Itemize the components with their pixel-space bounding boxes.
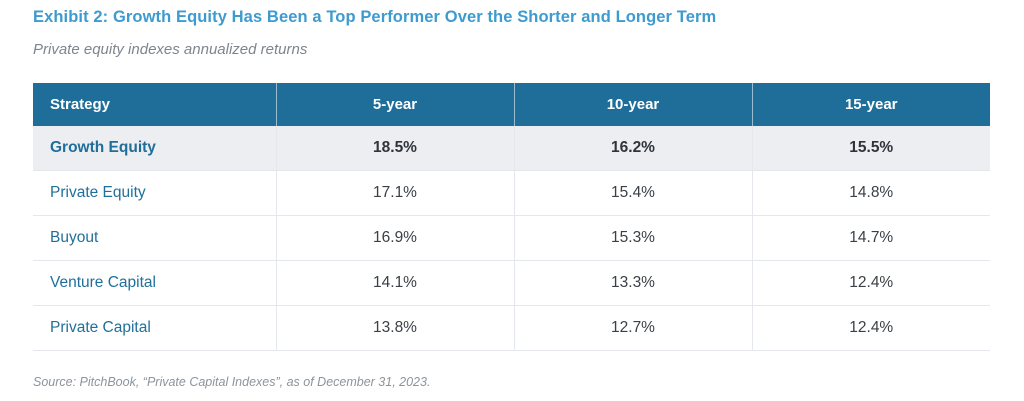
table-row-venture-capital: Venture Capital 14.1% 13.3% 12.4% [33,259,990,306]
exhibit-content: Exhibit 2: Growth Equity Has Been a Top … [33,8,990,389]
column-header-15-year: 15-year [751,82,990,126]
table-row-private-equity: Private Equity 17.1% 15.4% 14.8% [33,169,990,216]
strategy-cell: Private Equity [33,169,276,216]
value-cell: 14.7% [751,214,990,261]
value-cell: 15.3% [513,214,752,261]
strategy-cell: Buyout [33,214,276,261]
returns-table: Strategy 5-year 10-year 15-year Growth E… [33,82,990,351]
column-header-5-year: 5-year [275,82,514,126]
value-cell: 14.1% [275,259,514,306]
value-cell: 16.2% [513,125,752,171]
page-title: Exhibit 2: Growth Equity Has Been a Top … [33,8,717,26]
value-cell: 16.9% [275,214,514,261]
column-header-10-year: 10-year [513,82,752,126]
value-cell: 15.5% [751,125,990,171]
value-cell: 12.7% [513,304,752,351]
strategy-cell: Venture Capital [33,259,276,306]
source-note: Source: PitchBook, “Private Capital Inde… [33,374,431,389]
value-cell: 17.1% [275,169,514,216]
value-cell: 18.5% [275,125,514,171]
strategy-cell: Growth Equity [33,125,276,171]
strategy-cell: Private Capital [33,304,276,351]
page-subtitle: Private equity indexes annualized return… [33,40,308,58]
column-header-strategy: Strategy [33,82,276,126]
value-cell: 15.4% [513,169,752,216]
table-row-growth-equity: Growth Equity 18.5% 16.2% 15.5% [33,125,990,171]
value-cell: 13.3% [513,259,752,306]
value-cell: 12.4% [751,259,990,306]
value-cell: 14.8% [751,169,990,216]
table-row-buyout: Buyout 16.9% 15.3% 14.7% [33,214,990,261]
value-cell: 12.4% [751,304,990,351]
table-row-private-capital: Private Capital 13.8% 12.7% 12.4% [33,304,990,351]
value-cell: 13.8% [275,304,514,351]
table-header-row: Strategy 5-year 10-year 15-year [33,82,990,126]
